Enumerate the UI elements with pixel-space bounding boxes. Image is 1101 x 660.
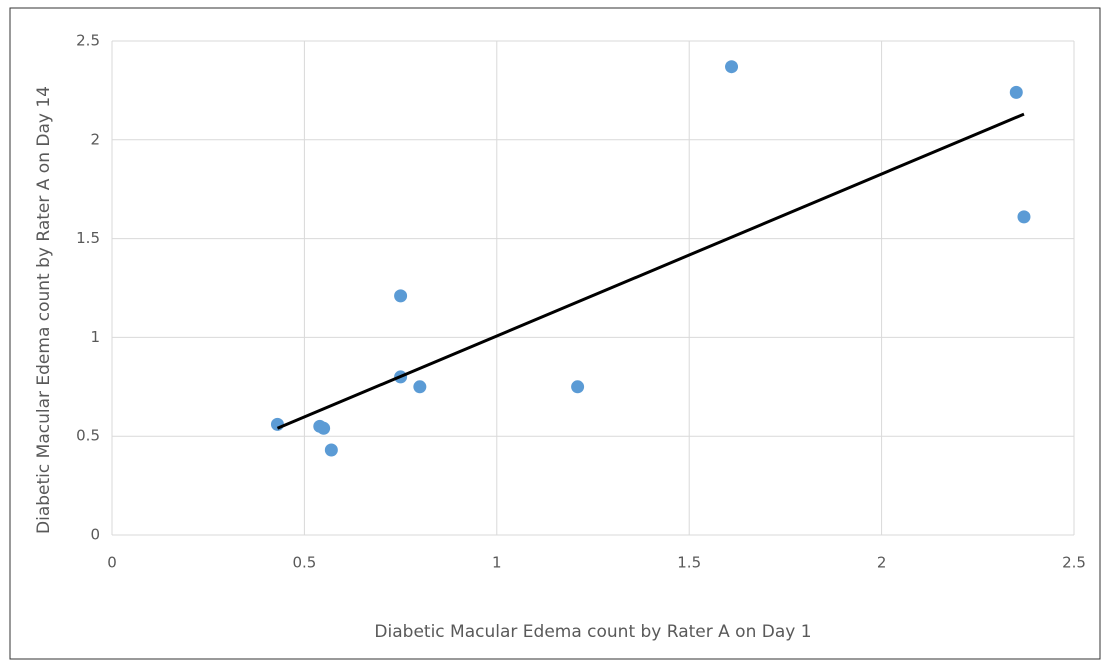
chart-frame: [9, 7, 1101, 660]
y-tick-label: 1.5: [76, 229, 100, 247]
x-axis-title: Diabetic Macular Edema count by Rater A …: [374, 622, 811, 642]
x-tick-label: 0.5: [292, 554, 316, 572]
point: [270, 417, 284, 431]
y-tick-label: 2.5: [76, 32, 100, 50]
x-tick-label: 0: [107, 554, 117, 572]
x-tick-label: 2.5: [1062, 554, 1086, 572]
trendline: [276, 112, 1025, 430]
point: [317, 421, 331, 435]
point: [1017, 210, 1031, 224]
point: [394, 289, 408, 303]
point: [413, 380, 427, 394]
y-axis-title: Diabetic Macular Edema count by Rater A …: [34, 86, 54, 534]
x-tick-label: 1.5: [677, 554, 701, 572]
point: [324, 443, 338, 457]
y-tick-label: 1: [90, 328, 100, 346]
point: [1009, 85, 1023, 99]
point: [725, 60, 739, 74]
y-tick-label: 0: [90, 526, 100, 544]
x-tick-label: 1: [492, 554, 502, 572]
point: [571, 380, 585, 394]
y-tick-label: 2: [90, 130, 100, 148]
y-tick-label: 0.5: [76, 427, 100, 445]
x-tick-label: 2: [877, 554, 887, 572]
